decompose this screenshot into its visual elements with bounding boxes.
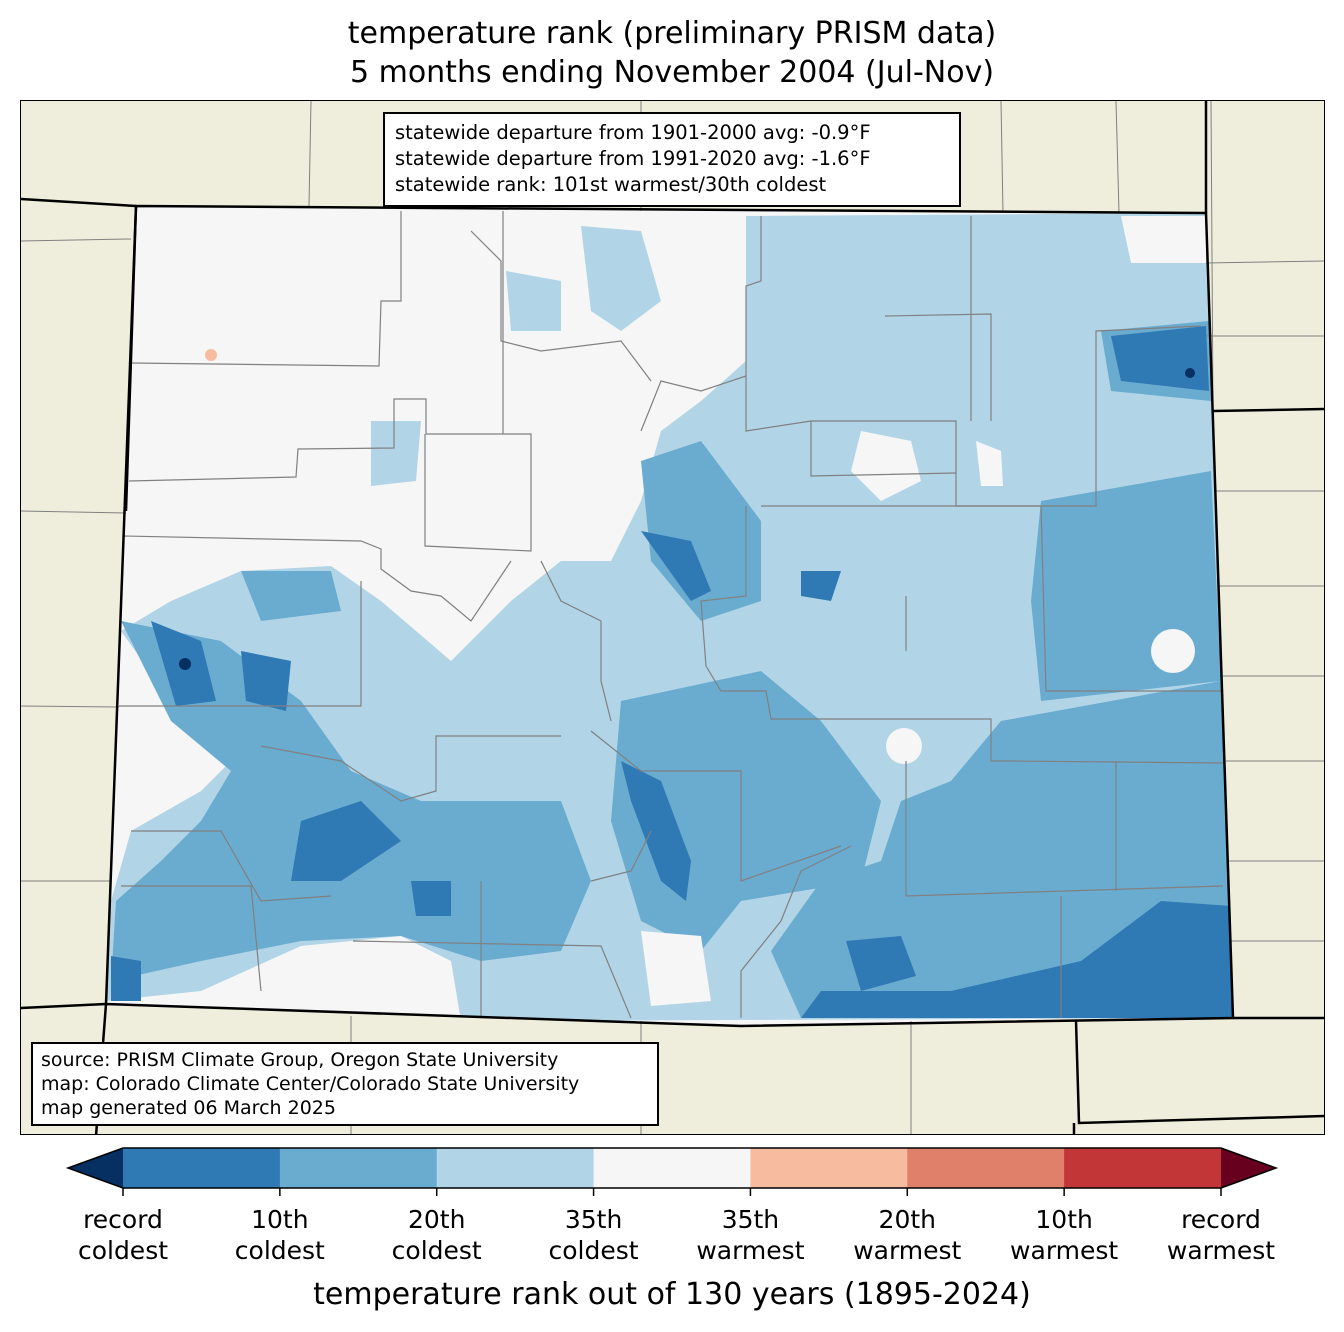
tick-label-line2: warmest — [1010, 1236, 1119, 1265]
rank-shading — [106, 213, 1233, 1021]
generated-date-line: map generated 06 March 2025 — [41, 1097, 336, 1119]
source-line: source: PRISM Climate Group, Oregon Stat… — [41, 1049, 559, 1071]
colorbar-above-triangle — [1221, 1148, 1276, 1188]
zone-35th-warmest — [205, 349, 217, 361]
stat-departure-1991-2020: statewide departure from 1991-2020 avg: … — [395, 147, 871, 170]
state-borders — [21, 101, 1324, 1134]
map-title-line2: 5 months ending November 2004 (Jul-Nov) — [349, 55, 995, 90]
tick-label-line1: 35th — [721, 1205, 780, 1234]
map-credit-line: map: Colorado Climate Center/Colorado St… — [41, 1073, 580, 1095]
colorbar-bin-7 — [1064, 1148, 1222, 1188]
colorbar-bin-4 — [593, 1148, 751, 1188]
colorbar-tick-label: 20th coldest — [357, 1204, 517, 1266]
tick-label-line1: 20th — [878, 1205, 937, 1234]
colorbar-tick-label: 35th warmest — [670, 1204, 830, 1266]
colorbar-label: temperature rank out of 130 years (1895-… — [313, 1277, 1031, 1312]
colorbar-bin-6 — [907, 1148, 1065, 1188]
tick-label-line2: coldest — [548, 1236, 639, 1265]
colorbar-bin-1 — [123, 1148, 281, 1188]
statewide-stats-box: statewide departure from 1901-2000 avg: … — [383, 112, 961, 207]
colorbar-tick-label: 20th warmest — [827, 1204, 987, 1266]
tick-label-line2: warmest — [696, 1236, 805, 1265]
tick-label-line2: coldest — [234, 1236, 325, 1265]
tick-label-line1: 10th — [251, 1205, 309, 1234]
tick-label-line2: warmest — [1166, 1236, 1276, 1265]
tick-label-line1: record — [83, 1205, 163, 1234]
colorbar-tick-label: 10th coldest — [200, 1204, 360, 1266]
source-credit-box: source: PRISM Climate Group, Oregon Stat… — [31, 1042, 659, 1126]
colorbar — [65, 1147, 1279, 1196]
tick-label-line1: 20th — [407, 1205, 466, 1234]
zone-record-coldest — [179, 658, 191, 670]
tick-label-line1: 10th — [1035, 1205, 1093, 1234]
colorbar-bin-5 — [750, 1148, 908, 1188]
zone-10th-coldest — [801, 901, 1233, 1018]
county-borders — [119, 211, 1224, 1019]
tick-label-line1: record — [1181, 1205, 1261, 1234]
tick-label-line2: coldest — [77, 1236, 169, 1265]
map-canvas — [21, 101, 1324, 1134]
colorbar-bin-2 — [279, 1148, 438, 1188]
tick-label-line1: 35th — [564, 1205, 623, 1234]
tick-label-line2: warmest — [853, 1236, 962, 1265]
colorbar-tick-label: 10th warmest — [984, 1204, 1144, 1266]
stat-departure-1901-2000: statewide departure from 1901-2000 avg: … — [395, 121, 871, 144]
stat-rank: statewide rank: 101st warmest/30th colde… — [395, 173, 827, 196]
tick-label-line2: coldest — [391, 1236, 482, 1265]
colorbar-tick-label: record coldest — [43, 1204, 203, 1266]
map-title-line1: temperature rank (preliminary PRISM data… — [347, 16, 997, 51]
colorado-temperature-rank-map — [20, 100, 1325, 1135]
colorbar-bin-3 — [436, 1148, 595, 1188]
colorbar-tick-label: 35th coldest — [514, 1204, 674, 1266]
colorbar-below-triangle — [68, 1148, 123, 1188]
colorbar-tick-label: record warmest — [1141, 1204, 1301, 1266]
